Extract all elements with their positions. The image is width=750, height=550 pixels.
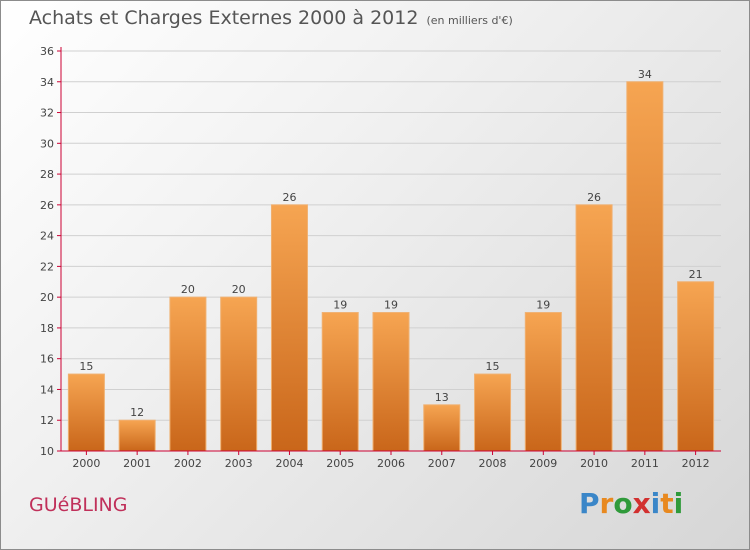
bar-value-label: 19	[384, 299, 398, 312]
y-tick-label: 18	[40, 322, 54, 335]
y-tick-label: 26	[40, 199, 54, 212]
x-tick-label: 2009	[529, 457, 557, 470]
y-tick-label: 14	[40, 383, 54, 396]
bar-value-label: 20	[181, 283, 195, 296]
y-tick-label: 12	[40, 414, 54, 427]
x-tick-label: 2008	[479, 457, 507, 470]
commune-name: GUéBLING	[29, 494, 128, 516]
y-tick-label: 34	[40, 76, 54, 89]
x-tick-label: 2010	[580, 457, 608, 470]
bar-2001	[118, 419, 156, 452]
bar-2007	[423, 404, 461, 452]
bar-value-label: 19	[536, 299, 550, 312]
y-tick-label: 10	[40, 445, 54, 458]
bars: 15 12 20 20 26 19 19 13 15 19 26 34 21	[67, 68, 715, 452]
x-tick-label: 2006	[377, 457, 405, 470]
bar-2003	[220, 296, 258, 452]
bar-value-label: 15	[486, 360, 500, 373]
bar-value-label: 26	[282, 191, 296, 204]
x-tick-label: 2000	[72, 457, 100, 470]
y-tick-label: 30	[40, 137, 54, 150]
y-tick-label: 32	[40, 107, 54, 120]
bar-value-label: 19	[333, 299, 347, 312]
proxiti-logo: Proxiti	[579, 487, 683, 520]
bar-value-label: 21	[689, 268, 703, 281]
y-tick-label: 28	[40, 168, 54, 181]
bar-value-label: 12	[130, 406, 144, 419]
y-tick-label: 22	[40, 260, 54, 273]
x-tick-label: 2011	[631, 457, 659, 470]
x-tick-label: 2001	[123, 457, 151, 470]
logo-letter: i	[673, 487, 684, 520]
logo-letter: t	[660, 487, 674, 520]
logo-letter: i	[650, 487, 661, 520]
y-tick-label: 16	[40, 353, 54, 366]
x-tick-label: 2002	[174, 457, 202, 470]
bar-value-label: 20	[232, 283, 246, 296]
x-axis-ticks: 2000 2001 2002 2003 2004 2005 2006 2007 2008 2009…	[72, 451, 710, 470]
bar-2011	[626, 81, 664, 452]
bar-2002	[169, 296, 207, 452]
x-tick-label: 2004	[275, 457, 303, 470]
bar-2012	[677, 281, 715, 452]
bar-2010	[575, 204, 613, 452]
bar-2000	[67, 373, 105, 452]
bar-value-label: 13	[435, 391, 449, 404]
chart-title-text: Achats et Charges Externes 2000 à 2012	[29, 7, 419, 29]
x-tick-label: 2012	[682, 457, 710, 470]
x-tick-label: 2005	[326, 457, 354, 470]
logo-letter: x	[632, 487, 651, 520]
logo-letter: r	[599, 487, 614, 520]
y-tick-label: 36	[40, 45, 54, 58]
logo-letter: P	[579, 487, 600, 520]
x-tick-label: 2003	[225, 457, 253, 470]
x-tick-label: 2007	[428, 457, 456, 470]
bar-2006	[372, 312, 410, 452]
y-tick-label: 24	[40, 230, 54, 243]
bar-2009	[524, 312, 562, 452]
chart-unit: (en milliers d'€)	[426, 14, 513, 27]
y-tick-label: 20	[40, 291, 54, 304]
bar-value-label: 26	[587, 191, 601, 204]
bar-2004	[270, 204, 308, 452]
y-axis-ticks: 10 12 14 16 18 20 22 24 26 28 30 32 34 36	[40, 45, 61, 458]
logo-letter: o	[613, 487, 633, 520]
bar-value-label: 15	[79, 360, 93, 373]
bar-2008	[474, 373, 512, 452]
chart-title: Achats et Charges Externes 2000 à 2012 (e…	[29, 7, 513, 29]
bar-2005	[321, 312, 359, 452]
bar-value-label: 34	[638, 68, 652, 81]
